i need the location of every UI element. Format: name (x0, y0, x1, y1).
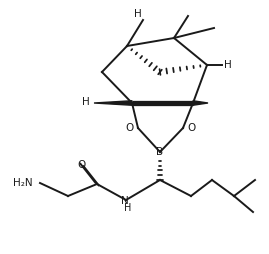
Text: H: H (224, 60, 232, 70)
Text: H: H (82, 97, 90, 107)
Text: O: O (78, 160, 86, 170)
Text: O: O (187, 123, 195, 133)
Text: N: N (121, 196, 129, 206)
Text: H: H (124, 203, 132, 213)
Text: B: B (157, 147, 164, 157)
Text: H₂N: H₂N (13, 178, 33, 188)
Text: O: O (126, 123, 134, 133)
Polygon shape (193, 101, 208, 105)
Polygon shape (94, 101, 132, 105)
Text: H: H (134, 9, 142, 19)
